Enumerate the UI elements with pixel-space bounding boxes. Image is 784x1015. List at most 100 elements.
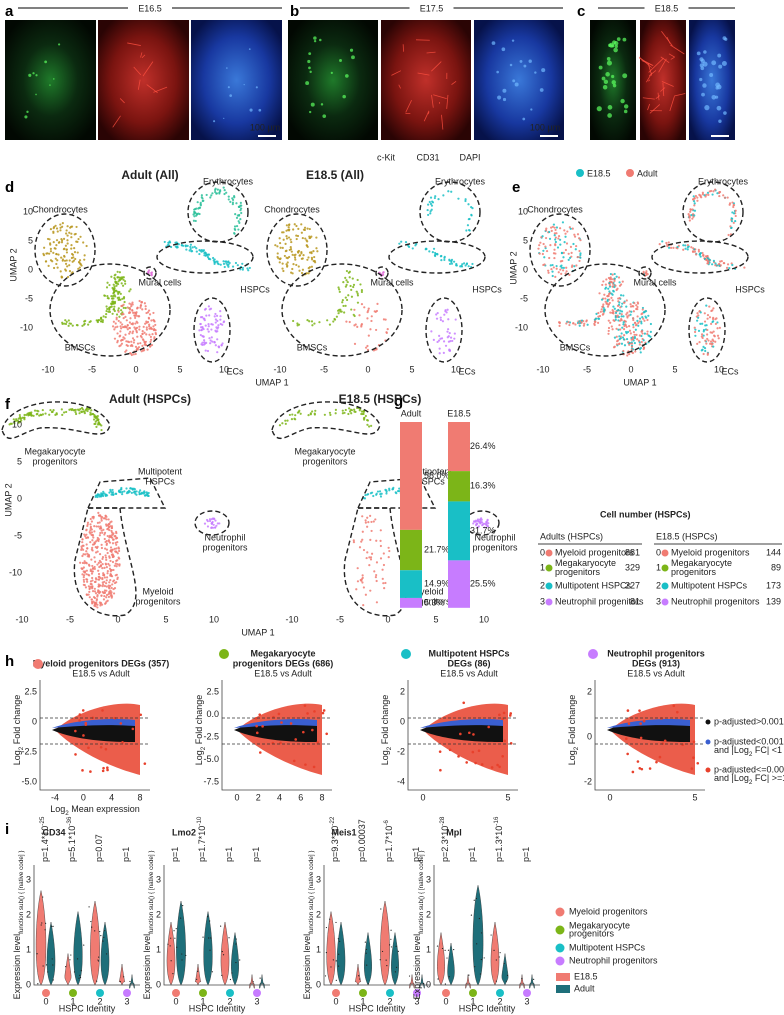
cell — [356, 291, 358, 293]
cell — [207, 350, 209, 352]
cell-point — [390, 930, 391, 931]
cell — [92, 570, 94, 572]
cell — [127, 328, 129, 330]
cell — [704, 340, 706, 342]
axis-label: UMAP 1 — [623, 377, 656, 387]
scale-bar-label: 100 μm — [530, 122, 560, 132]
cell — [332, 320, 334, 322]
cell — [612, 299, 614, 301]
cell — [632, 319, 634, 321]
x-tick-label: 5 — [672, 364, 677, 374]
row-index: 2 — [656, 580, 661, 590]
cell — [440, 255, 442, 257]
cell — [367, 521, 369, 523]
cell — [66, 229, 68, 231]
cell — [69, 227, 71, 229]
cell-point — [338, 954, 339, 955]
cell — [102, 529, 104, 531]
cell — [108, 492, 110, 494]
cell — [89, 531, 91, 533]
cell — [112, 313, 114, 315]
cell — [694, 251, 696, 253]
cell — [233, 196, 235, 198]
cell — [713, 260, 715, 262]
signal — [607, 57, 611, 61]
cell — [103, 492, 105, 494]
cell — [123, 296, 125, 298]
cell — [133, 314, 135, 316]
cell — [385, 492, 387, 494]
cell — [556, 268, 558, 270]
cell — [80, 264, 82, 266]
signal — [700, 66, 704, 70]
cell — [640, 351, 642, 353]
cell-point — [442, 948, 443, 949]
cell — [287, 257, 289, 259]
cell — [359, 283, 361, 285]
cell — [313, 322, 315, 324]
cell — [97, 512, 99, 514]
ma-point — [640, 737, 643, 740]
cell — [61, 323, 63, 325]
cell — [129, 321, 131, 323]
cell — [622, 336, 624, 338]
cell — [698, 330, 700, 332]
cell — [52, 231, 54, 233]
ma-point — [439, 769, 442, 772]
cell — [58, 242, 60, 244]
cell — [342, 412, 344, 414]
cell — [716, 192, 718, 194]
cell — [302, 269, 304, 271]
cell — [85, 534, 87, 536]
cell — [118, 298, 120, 300]
cell-point — [474, 900, 475, 901]
cell — [129, 288, 131, 290]
cell — [112, 588, 114, 590]
cell — [120, 305, 122, 307]
cell — [105, 596, 107, 598]
x-tick-label: 3 — [124, 996, 129, 1006]
x-tick-label: 8 — [137, 792, 142, 802]
cell — [95, 525, 97, 527]
cell — [111, 287, 113, 289]
panel-label: h — [5, 653, 14, 670]
cell — [241, 263, 243, 265]
cell — [611, 282, 613, 284]
cell — [471, 207, 473, 209]
axis-label-sub: function sub() { [native code] } — [18, 851, 25, 934]
row-index: 3 — [656, 596, 661, 606]
cell — [49, 409, 51, 411]
cell-point — [185, 955, 186, 956]
signal — [350, 49, 353, 52]
cell — [609, 322, 611, 324]
row-count: 881 — [625, 547, 640, 557]
cell-point — [37, 953, 38, 954]
legend-label: Adult — [637, 168, 658, 178]
cell — [347, 281, 349, 283]
cell-point — [481, 932, 482, 933]
cell — [137, 343, 139, 345]
cell — [306, 244, 308, 246]
cell — [542, 250, 544, 252]
cell-point — [336, 960, 337, 961]
cluster-label: Mural cells — [633, 277, 677, 287]
cell — [105, 313, 107, 315]
cell — [104, 532, 106, 534]
y-tick-label: 0 — [28, 264, 33, 274]
legend-dot — [706, 740, 711, 745]
cell — [239, 218, 241, 220]
cell — [304, 227, 306, 229]
cell — [106, 282, 108, 284]
cell — [106, 494, 108, 496]
cell — [105, 316, 107, 318]
cell — [294, 254, 296, 256]
row-dot — [662, 599, 669, 606]
violin — [249, 975, 254, 989]
cell — [103, 294, 105, 296]
cell — [117, 271, 119, 273]
segment-label: 14.9% — [424, 578, 450, 588]
cell — [375, 494, 377, 496]
p-value-base: p=1.4*10 — [40, 826, 50, 862]
cell — [611, 325, 613, 327]
